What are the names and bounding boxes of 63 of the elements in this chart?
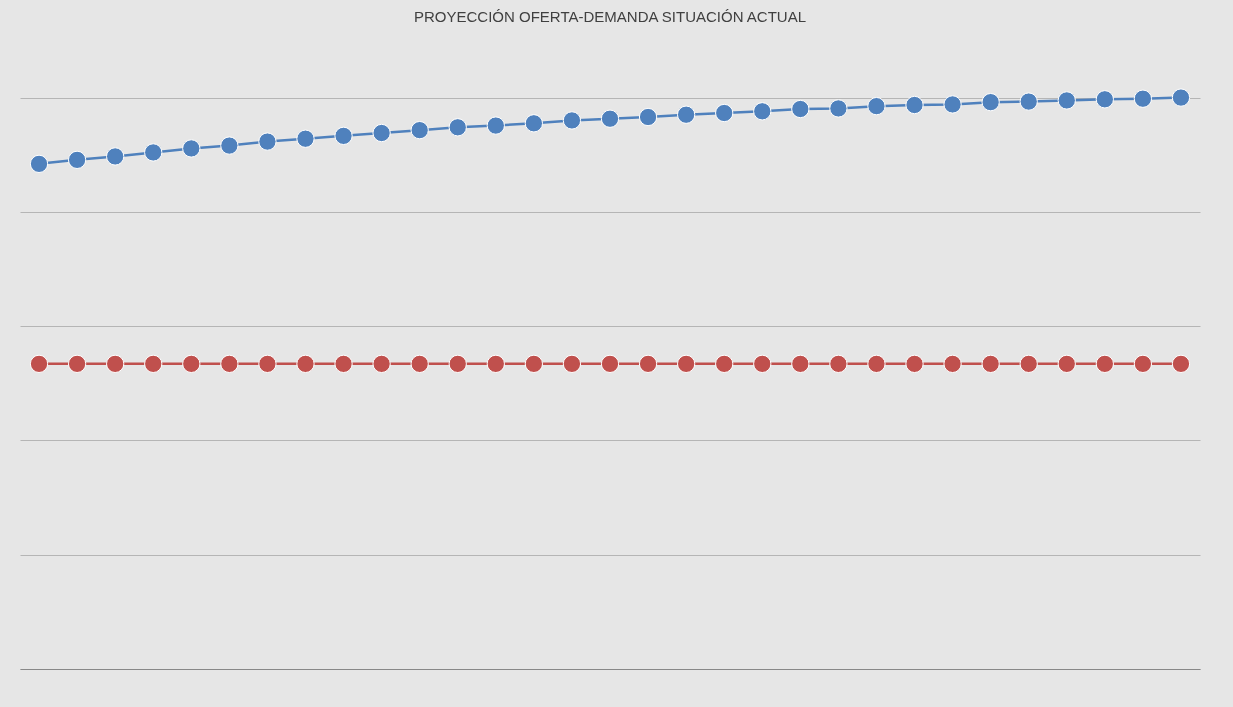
point [258,354,277,373]
point [867,354,886,373]
point [1095,90,1114,109]
point [486,116,505,135]
point [1171,354,1191,373]
chart-title: PROYECCIÓN OFERTA-DEMANDA SITUACIÓN ACTUAL [414,8,806,25]
point [867,97,886,116]
point [1057,354,1076,373]
point [410,121,429,140]
point [106,147,125,166]
point [29,354,49,373]
point [829,354,848,373]
point [296,354,315,373]
point [981,354,1000,373]
point [715,354,734,373]
point [67,354,87,373]
point [1171,88,1191,107]
point [753,102,772,121]
point [638,354,658,373]
point [1095,354,1114,373]
point [372,354,391,373]
point [676,105,696,124]
point [1019,92,1038,111]
point [600,354,620,373]
point [715,103,734,123]
point [981,93,1000,112]
point [448,354,467,373]
point [486,354,505,373]
point [296,129,315,148]
point [29,154,49,173]
point [182,139,201,158]
point [562,111,582,130]
point [182,354,201,373]
point [220,354,239,373]
point [372,123,391,143]
point [600,109,620,128]
point [791,354,810,373]
point [562,354,582,373]
point [905,354,924,373]
point [220,136,239,155]
point [334,354,353,373]
point [753,354,772,373]
point [448,118,467,137]
point [905,95,924,115]
point [334,126,353,145]
point [1057,91,1076,110]
point [524,354,544,373]
point [791,99,810,119]
point [1133,354,1153,373]
point [67,150,87,169]
point [258,132,277,151]
point [524,114,544,133]
point [106,354,125,373]
point [1133,89,1153,108]
point [410,354,429,373]
point [638,107,658,127]
point [144,354,163,373]
point [676,354,696,373]
point [829,99,848,118]
point [943,354,962,373]
point [1019,354,1038,373]
point [144,143,163,162]
point [943,95,962,114]
